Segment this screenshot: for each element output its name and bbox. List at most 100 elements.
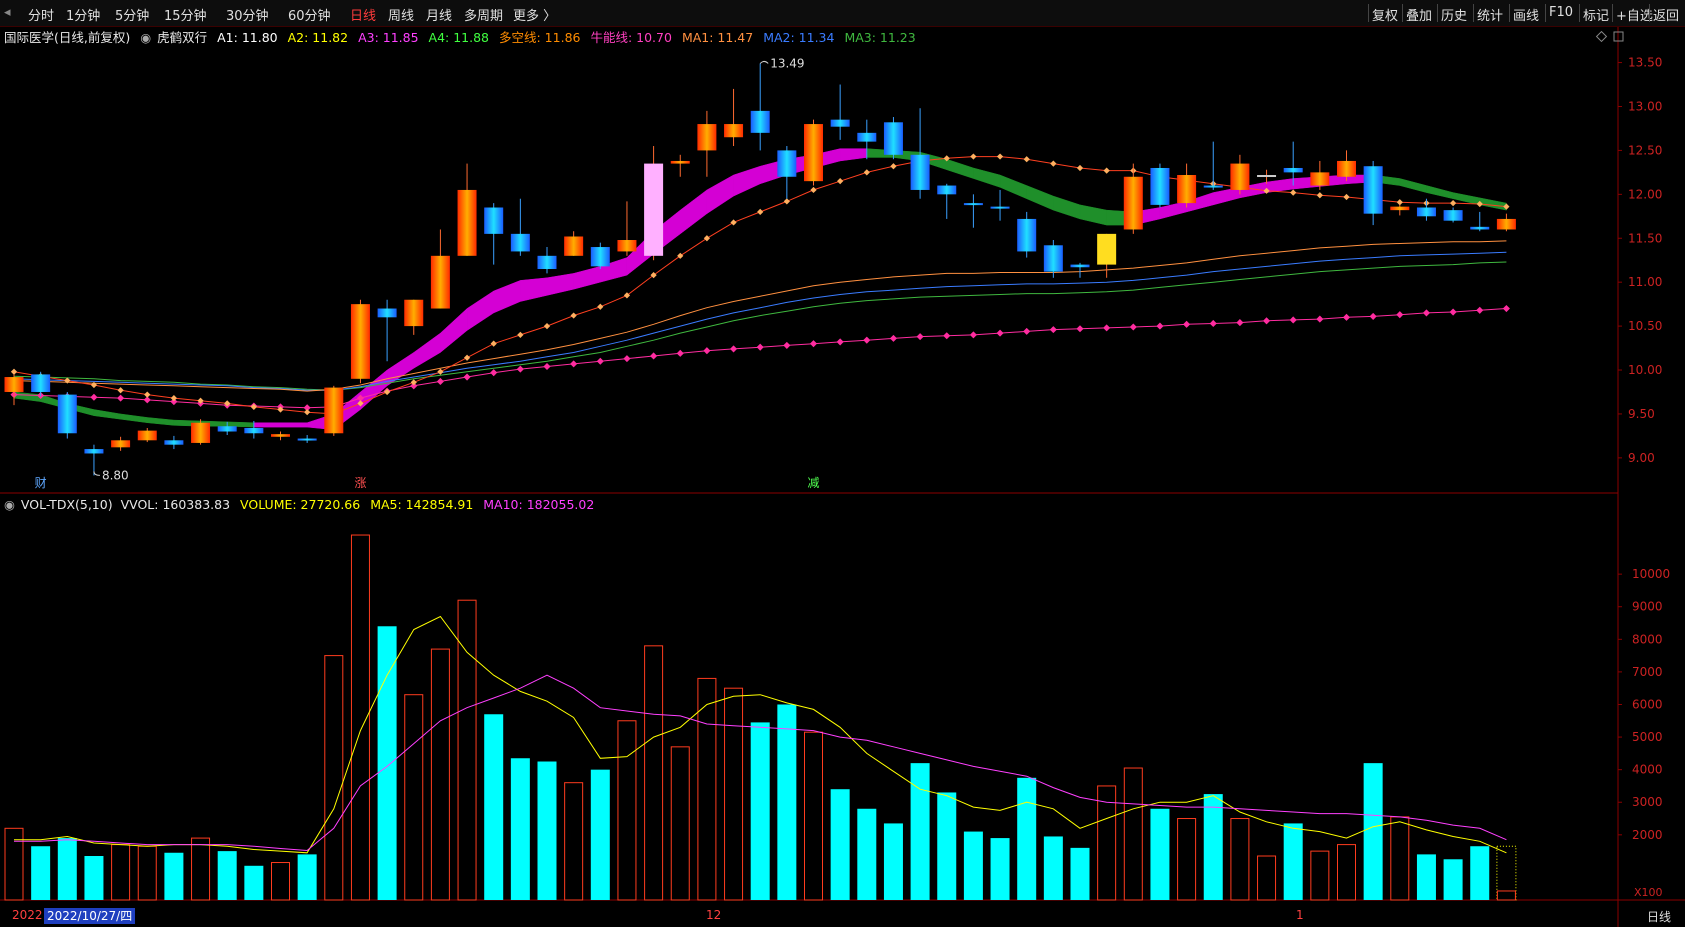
volume-bar <box>4 827 24 901</box>
volume-bar <box>590 769 610 900</box>
volume-bar <box>31 846 51 900</box>
period-tab-2[interactable]: 5分钟 <box>115 9 150 24</box>
volume-unit-label: X100 <box>1634 886 1663 899</box>
candle-body <box>1257 175 1277 178</box>
tiger-crane-band <box>546 273 574 296</box>
volume-bar <box>244 865 264 900</box>
toolbar-action-1[interactable]: 叠加 <box>1406 9 1433 24</box>
volume-bar <box>191 837 211 901</box>
volume-tick-label: 10000 <box>1632 567 1670 581</box>
volume-bar <box>271 862 290 901</box>
period-tab-10[interactable]: 更多 〉 <box>513 9 557 24</box>
vol-volume: VOLUME: 27720.66 <box>240 497 361 512</box>
toolbar-action-8[interactable]: 返回 <box>1653 9 1680 24</box>
candle-body <box>377 308 397 318</box>
volume-bar <box>1150 808 1170 900</box>
duokong-point <box>863 169 870 176</box>
niuneng-point <box>1209 319 1217 327</box>
period-tab-3[interactable]: 15分钟 <box>164 9 207 24</box>
volume-tick-label: 5000 <box>1632 730 1663 744</box>
candle-body <box>990 206 1010 209</box>
toolbar-action-4[interactable]: 画线 <box>1513 9 1540 24</box>
chart-canvas[interactable]: 13.50 13.00 12.50 12.00 11.50 11.00 10.50 10.00… <box>0 27 1685 927</box>
legend-a2: A2: 11.82 <box>287 30 349 45</box>
volume-bar <box>430 648 450 901</box>
tiger-crane-band <box>1266 178 1294 193</box>
ma1-line <box>13 240 1507 392</box>
duokong-point <box>383 388 391 396</box>
period-tab-1[interactable]: 1分钟 <box>66 9 101 24</box>
period-tab-4[interactable]: 30分钟 <box>226 9 269 24</box>
period-tab-6[interactable]: 日线 <box>350 9 377 24</box>
volume-bar <box>883 823 903 900</box>
toolbar-action-2[interactable]: 历史 <box>1441 9 1468 24</box>
duokong-point <box>996 153 1004 160</box>
period-tab-9[interactable]: 多周期 <box>464 9 504 24</box>
candle-body <box>804 124 823 182</box>
high-marker <box>759 60 769 64</box>
vol-toggle-icon[interactable]: ◉ <box>4 497 15 512</box>
duokong-point <box>10 368 18 375</box>
tiger-crane-band <box>1026 185 1054 211</box>
indicator-name[interactable]: 虎鹤双行 <box>157 30 208 45</box>
tiger-crane-band <box>520 277 548 302</box>
niuneng-point <box>596 357 604 365</box>
event-marker-cai: 财 <box>35 476 47 490</box>
duokong-point <box>144 391 151 398</box>
duokong-point <box>463 354 471 361</box>
candle-body <box>830 119 850 127</box>
volume-bar <box>1310 850 1330 901</box>
candle-body <box>217 426 237 432</box>
volume-bar <box>1416 854 1436 900</box>
vol-indicator-name[interactable]: VOL-TDX(5,10) <box>20 497 113 512</box>
niuneng-point <box>1103 324 1111 332</box>
toolbar-action-5[interactable]: F10 <box>1549 5 1574 20</box>
niuneng-point <box>1342 313 1351 321</box>
niuneng-point <box>1369 312 1377 320</box>
toolbar-action-0[interactable]: 复权 <box>1372 9 1399 24</box>
volume-bar <box>1070 847 1090 900</box>
ma2-line <box>13 251 1507 391</box>
volume-bar <box>57 838 77 900</box>
duokong-point <box>837 178 844 185</box>
volume-bar <box>111 844 131 901</box>
candle-body <box>510 233 530 252</box>
tiger-crane-band <box>93 409 121 420</box>
candle-body <box>750 110 770 133</box>
volume-bar <box>777 704 797 900</box>
period-tab-5[interactable]: 60分钟 <box>288 9 331 24</box>
duokong-point <box>757 208 764 216</box>
volume-bar <box>377 626 397 900</box>
volume-tick-label: 8000 <box>1632 632 1663 646</box>
volume-bar <box>484 714 504 900</box>
duokong-point <box>970 153 977 160</box>
indicator-toggle-icon[interactable]: ◉ <box>140 30 152 45</box>
period-tab-0[interactable]: 分时 <box>28 9 55 24</box>
period-indicator[interactable]: 日线 <box>1646 910 1671 924</box>
period-tab-8[interactable]: 月线 <box>426 9 453 24</box>
toolbar-action-6[interactable]: 标记 <box>1583 9 1610 24</box>
period-tab-7[interactable]: 周线 <box>388 9 415 24</box>
toolbar-divider <box>1509 4 1510 22</box>
niuneng-point <box>570 360 578 368</box>
toolbar-divider <box>1437 4 1438 22</box>
candle-body <box>111 440 131 448</box>
niuneng-point <box>1316 315 1324 323</box>
candle-body <box>564 236 584 256</box>
top-toolbar: 分时 1分钟 5分钟 15分钟 30分钟 60分钟 日线 周线 月线 多周期 更多 〉 ◂ 复权 叠加 历史… <box>0 0 1685 27</box>
back-arrow-icon[interactable]: ◂ <box>4 5 11 20</box>
volume-bar <box>1017 777 1037 900</box>
toolbar-action-7[interactable]: +自选 <box>1616 9 1653 24</box>
candle-body <box>1230 163 1250 190</box>
volume-bar <box>1470 846 1490 900</box>
niuneng-point <box>543 362 551 371</box>
duokong-point <box>623 292 631 299</box>
volume-bar <box>910 763 930 900</box>
price-tick-label: 10.00 <box>1628 363 1662 377</box>
volume-bar <box>404 694 424 901</box>
volume-bar <box>324 655 344 901</box>
niuneng-point <box>516 365 524 373</box>
candle-body <box>670 160 690 164</box>
toolbar-action-3[interactable]: 统计 <box>1477 9 1504 24</box>
candle-body <box>617 240 637 252</box>
